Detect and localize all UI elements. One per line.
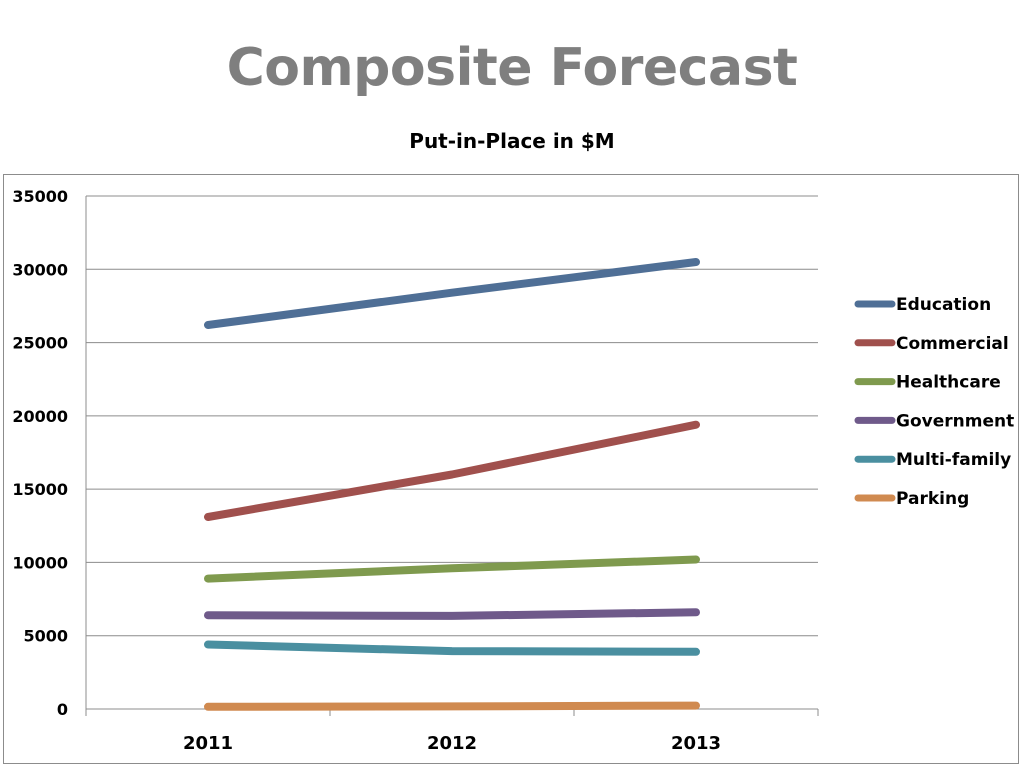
legend-label-healthcare: Healthcare — [896, 373, 1001, 393]
legend-label-education: Education — [896, 295, 991, 315]
y-tick-label: 0 — [57, 700, 68, 719]
series-line-commercial — [204, 420, 700, 521]
legend-label-government: Government — [896, 411, 1014, 431]
series-line-healthcare — [204, 555, 700, 583]
legend-label-parking: Parking — [896, 489, 969, 509]
y-tick-label: 20000 — [12, 407, 68, 426]
y-tick-label: 35000 — [12, 187, 68, 206]
y-tick-label: 25000 — [12, 334, 68, 353]
chart-title: Put-in-Place in $M — [409, 129, 615, 153]
y-tick-label: 15000 — [12, 480, 68, 499]
y-tick-label: 10000 — [12, 553, 68, 572]
series-line-education — [204, 258, 700, 329]
x-tick-label: 2013 — [671, 733, 721, 754]
chart-area — [3, 174, 1019, 764]
legend-label-commercial: Commercial — [896, 334, 1009, 354]
legend-label-multi-family: Multi-family — [896, 450, 1011, 470]
series-line-multi-family — [204, 640, 700, 656]
y-tick-label: 5000 — [23, 627, 68, 646]
y-tick-label: 30000 — [12, 260, 68, 279]
series-line-government — [204, 608, 700, 620]
x-tick-label: 2011 — [183, 733, 233, 754]
series-line-parking — [204, 701, 700, 711]
x-tick-label: 2012 — [427, 733, 477, 754]
slide-title: Composite Forecast — [226, 38, 798, 98]
